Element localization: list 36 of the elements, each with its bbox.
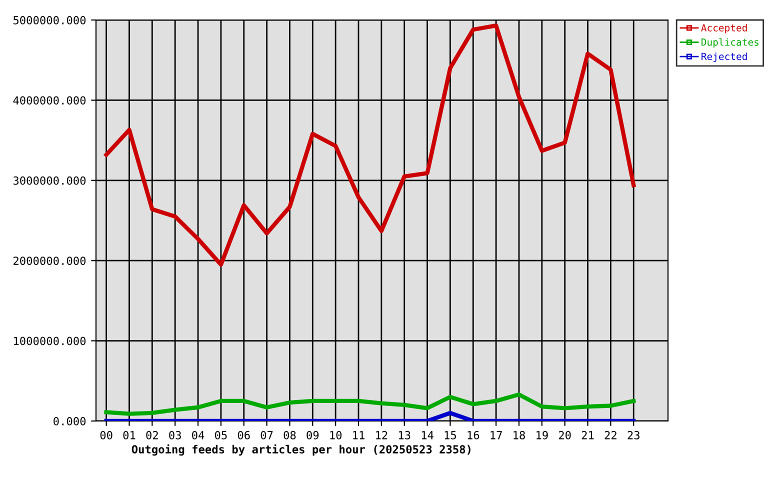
x-tick-label: 09 xyxy=(306,430,319,440)
x-tick-label: 17 xyxy=(490,431,502,440)
legend-label: Duplicates xyxy=(702,38,758,48)
x-tick-label: 10 xyxy=(330,430,342,440)
y-tick-label: 2000000.000 xyxy=(14,256,86,266)
x-tick-label: 02 xyxy=(146,430,158,440)
x-tick-label: 14 xyxy=(422,431,434,440)
x-tick-label: 05 xyxy=(214,430,227,440)
x-axis-title: Outgoing feeds by articles per hour (20250523 2358) xyxy=(132,444,470,456)
x-tick-label: 12 xyxy=(376,430,388,440)
y-tick-label: 3000000.000 xyxy=(13,176,86,185)
x-tick-label: 01 xyxy=(123,430,136,440)
x-tick-label: 22 xyxy=(604,430,616,440)
x-tick-label: 18 xyxy=(514,430,525,440)
y-tick-label: 0.000 xyxy=(54,417,86,426)
y-tick-label: 1000000.000 xyxy=(14,336,86,346)
x-tick-label: 06 xyxy=(238,430,250,440)
y-tick-label: 4000000.000 xyxy=(13,96,86,105)
line-series xyxy=(104,392,636,416)
x-tick-label: 03 xyxy=(169,430,181,440)
x-tick-label: 13 xyxy=(399,430,410,440)
x-tick-label: 16 xyxy=(468,430,480,440)
x-tick-label: 19 xyxy=(536,430,548,440)
x-tick-label: 04 xyxy=(192,430,204,440)
x-tick-label: 00 xyxy=(100,430,112,440)
x-tick-label: 15 xyxy=(444,431,456,440)
x-tick-label: 08 xyxy=(284,430,296,440)
y-tick-label: 5000000.000 xyxy=(13,16,86,24)
legend-label: Accepted xyxy=(701,24,747,34)
x-tick-label: 21 xyxy=(582,430,594,440)
line-series xyxy=(104,24,636,267)
x-tick-label: 07 xyxy=(260,430,273,440)
legend-label: Rejected xyxy=(702,52,747,62)
x-tick-label: 20 xyxy=(558,430,571,440)
x-tick-label: 23 xyxy=(628,430,640,440)
x-tick-label: 11 xyxy=(353,431,364,440)
